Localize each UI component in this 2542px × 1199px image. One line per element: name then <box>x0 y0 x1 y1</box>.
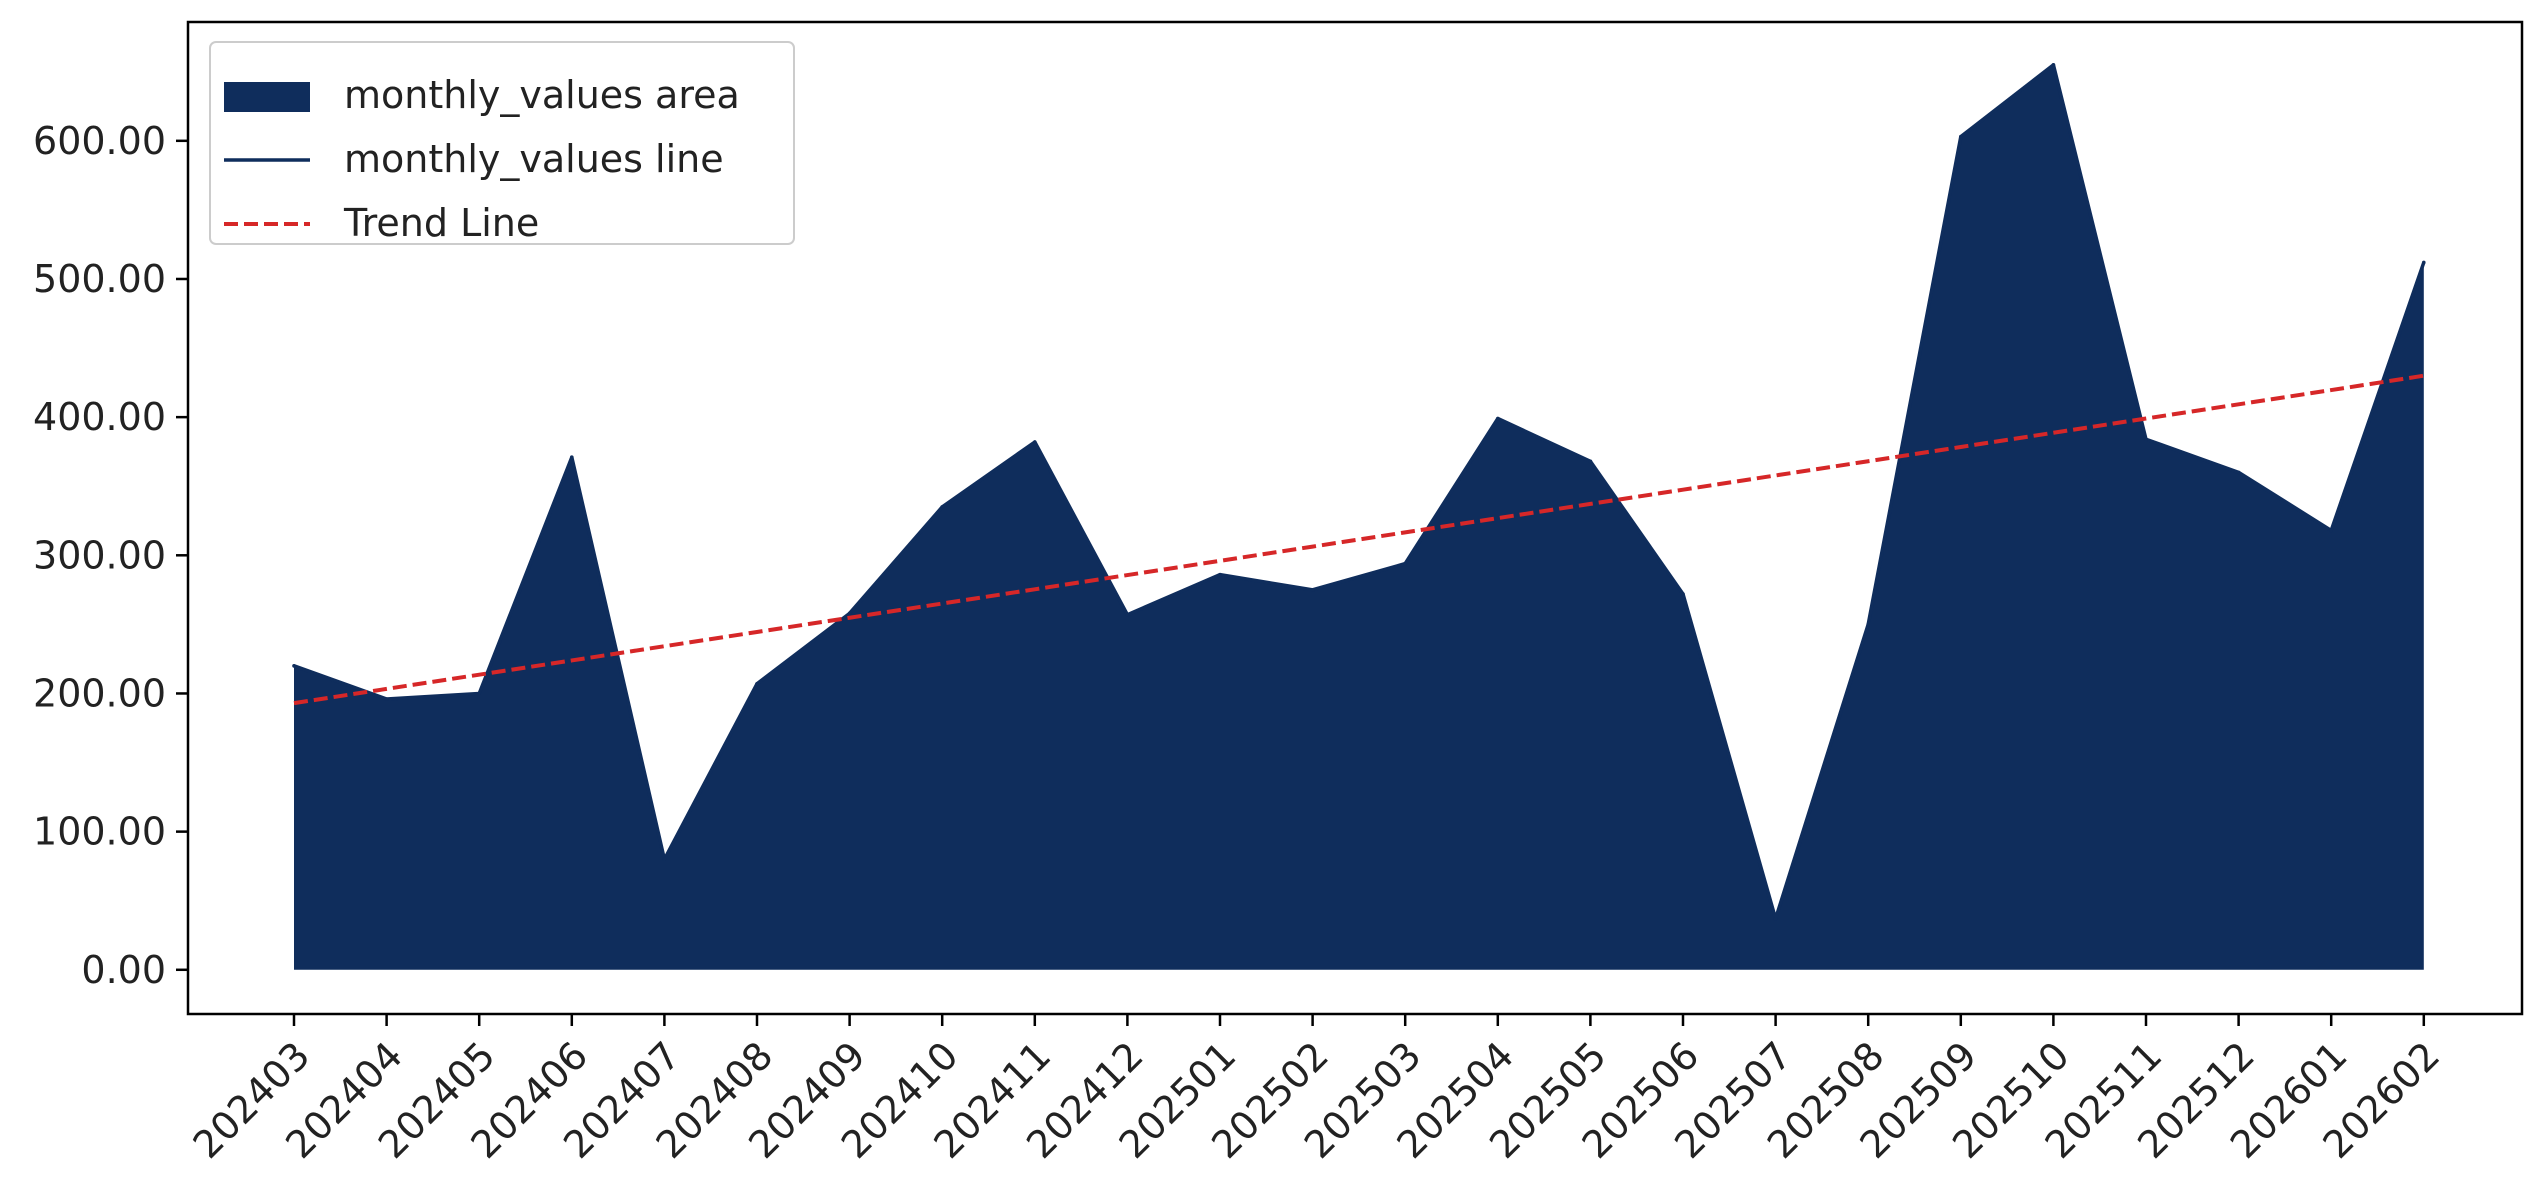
y-tick-label: 600.00 <box>33 119 166 163</box>
data-point-202504 <box>1496 416 1500 421</box>
data-point-202602 <box>2422 260 2426 265</box>
data-point-202404 <box>384 697 389 701</box>
data-point-202507 <box>1773 916 1778 921</box>
data-point-202412 <box>1125 612 1130 617</box>
data-point-202505 <box>1588 459 1593 464</box>
y-tick-label: 100.00 <box>33 810 166 854</box>
data-point-202601 <box>2329 528 2333 533</box>
data-point-202407 <box>662 857 667 862</box>
legend-box <box>209 41 795 245</box>
legend-entry: Trend Line <box>343 201 539 245</box>
data-point-202512 <box>2236 470 2241 475</box>
data-point-202503 <box>1403 561 1407 566</box>
data-point-202502 <box>1310 588 1315 592</box>
y-tick-label: 0.00 <box>81 948 166 992</box>
plot-layer <box>292 63 2426 970</box>
data-point-202411 <box>1033 440 1037 444</box>
data-point-202410 <box>940 505 944 509</box>
data-point-202510 <box>2051 63 2056 67</box>
area-series-fill <box>294 64 2424 970</box>
y-tick-label: 200.00 <box>33 671 166 715</box>
data-point-202406 <box>570 455 574 460</box>
data-point-202501 <box>1218 572 1222 577</box>
legend-entry: monthly_values line <box>344 137 724 181</box>
legend-swatch-area <box>224 82 310 112</box>
data-point-202508 <box>1866 622 1870 627</box>
y-tick-label: 500.00 <box>33 257 166 301</box>
legend: monthly_values area monthly_values line Tr… <box>209 41 795 245</box>
y-tick-label: 400.00 <box>33 395 166 439</box>
series-line <box>293 63 2426 921</box>
data-point-202506 <box>1681 592 1685 596</box>
data-point-202511 <box>2144 437 2148 442</box>
data-point-202408 <box>755 681 759 686</box>
data-point-202405 <box>477 691 482 696</box>
y-tick-label: 300.00 <box>33 533 166 577</box>
plot-frame <box>186 20 2524 1016</box>
data-point-202509 <box>1959 134 1963 139</box>
data-point-202403 <box>292 664 296 668</box>
data-point-202409 <box>847 611 852 616</box>
legend-entry: monthly_values area <box>344 73 740 117</box>
